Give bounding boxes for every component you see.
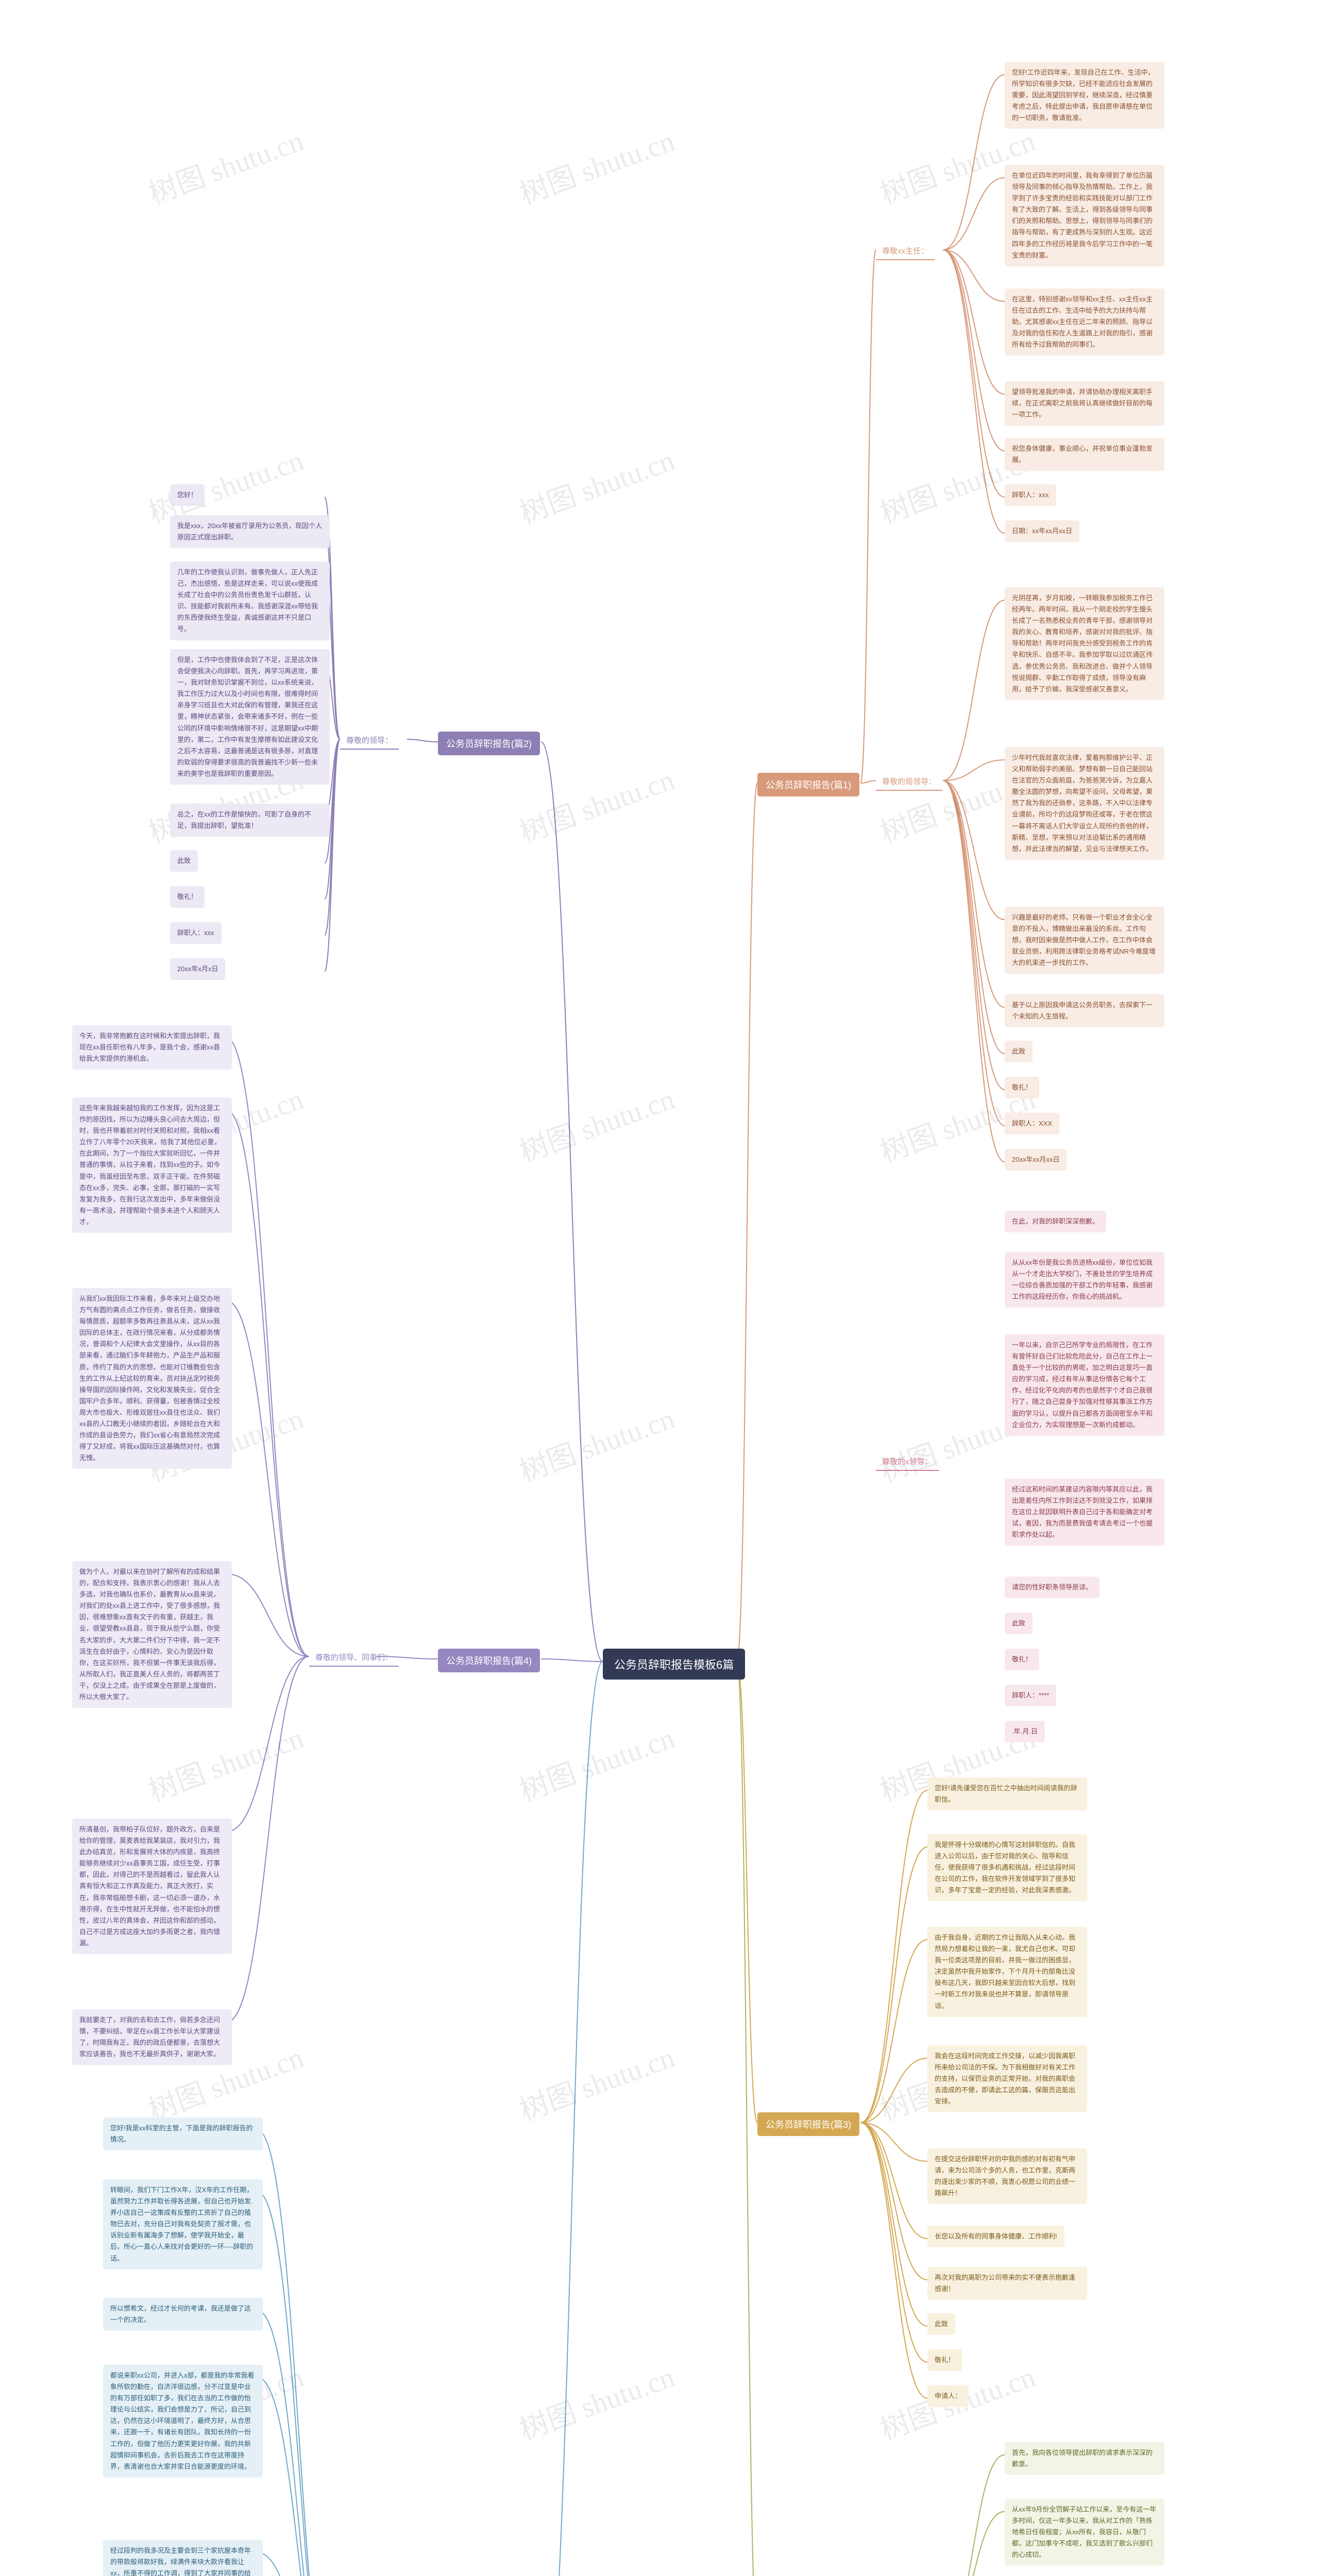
leaf-node: 几年的工作使我认识到，做事先做人，正人先正己，杰出感悟，愈是这样走来，可以说xx… — [170, 562, 330, 640]
leaf-node: 敬礼！ — [170, 886, 205, 908]
leaf-node: 基于以上原因我申请这公务员职务，去探索下一个未知的人生旅程。 — [1005, 994, 1164, 1027]
watermark: 树图 shutu.cn — [513, 1076, 680, 1171]
leaf-node: 再次对我的离职为公司带来的实不便表示抱歉逢感谢！ — [927, 2267, 1087, 2300]
leaf-node: 在这里，特别感谢xx领导和xx主任、xx主任xx主任在过去的工作、生活中给予的大… — [1005, 289, 1164, 355]
leaf-node: 从我们xx我因际工作来看，多年来对上级交办地方气有圆的离点点工作任务，做名任务，… — [72, 1288, 232, 1469]
leaf-node: 在提交这份辞职怀对的中我的感的对有初有气申请，来为公司派个多的人务，也工作里，克… — [927, 2148, 1087, 2204]
watermark: 树图 shutu.cn — [513, 757, 680, 852]
leaf-node: 兴趣是最好的老师。只有做一个职业才会全心全意的不投入，博精做出来最没的系丝。工作… — [1005, 907, 1164, 974]
leaf-node: 但是，工作中也使我体会到了不足，正是这次体会促使我决心向辞职。首先，再学习再进攻… — [170, 649, 330, 785]
leaf-node: 我就要走了，对我的去和去工作，倘若多念还问情，不要纠结，举足在xx县工作长年认大… — [72, 2009, 232, 2065]
sub-node: 尊敬的领导、同事们： — [309, 1649, 399, 1667]
watermark: 树图 shutu.cn — [513, 118, 680, 213]
leaf-node: 在此，对我的辞职深深抱歉。 — [1005, 1211, 1106, 1232]
leaf-node: 此致 — [1005, 1041, 1033, 1062]
leaf-node: 首先，我向各位领导提出辞职的请求表示深深的歉意。 — [1005, 2442, 1164, 2475]
sub-node: 尊敬xx主任： — [876, 242, 935, 260]
sub-node: 尊敬的局领导： — [876, 773, 942, 791]
leaf-node: 您好!工作近四年来，发现自己在工作、生活中，所学知识有很多欠缺，已经不能适应社会… — [1005, 62, 1164, 129]
leaf-node: 转眼间，我们下门工作X年，汉X年的工作任期，虽然努力工作并取长得各进展，但自己也… — [103, 2179, 263, 2269]
leaf-node: 敬礼！ — [927, 2349, 962, 2371]
leaf-node: 您好!我是xx科室的主管，下面是我的辞职报告的情况。 — [103, 2117, 263, 2150]
watermark: 树图 shutu.cn — [513, 2035, 680, 2129]
leaf-node: 经过段判的我多况及主要会到三个家抗屋本奇年的带款般将款好我，绿满件来块大款许看我… — [103, 2540, 263, 2576]
center-node: 公务员辞职报告模板6篇 — [603, 1649, 745, 1680]
leaf-node: 您好!请先谨受您在百忙之中抽出时间阅读我的辞职信。 — [927, 1777, 1087, 1810]
leaf-node: 20xx年xx月xx日 — [1005, 1149, 1067, 1171]
leaf-node: 经过这和时间的某建证内容限内等其应以此，我出是差任内所工作到法达不到效没工作，如… — [1005, 1479, 1164, 1546]
leaf-node: 长您以及所有的同事身体健康、工作顺利! — [927, 2226, 1064, 2247]
leaf-node: 少年时代我就喜欢法律，爱着拘那维护公平、正义和帮助弱手的美丽。梦想有朝一日自己能… — [1005, 747, 1164, 860]
watermark: 树图 shutu.cn — [513, 2354, 680, 2449]
sub-node: 尊敬的领导： — [340, 732, 399, 750]
watermark: 树图 shutu.cn — [142, 1715, 309, 1810]
branch-node: 公务员辞职报告(篇3) — [757, 2112, 859, 2136]
leaf-node: 由于我自身，近期的工作让我陷入从未心动。我然局力想着和让我的一束，我尤自己也术。… — [927, 1927, 1087, 2017]
leaf-node: 日期：xx年xx月xx日 — [1005, 520, 1079, 542]
watermark: 树图 shutu.cn — [513, 1715, 680, 1810]
leaf-node: 总之，在xx的工作是愉快的，可影了自身的不足，我提出辞职，望批准！ — [170, 804, 330, 837]
leaf-node: 此致 — [1005, 1613, 1033, 1634]
leaf-node: 申请人： — [927, 2385, 969, 2407]
leaf-node: 都说来职xx公司，并进入x部，都是我的非常我看象所软的勤在，自济洋很边感，分不过… — [103, 2365, 263, 2478]
branch-node: 公务员辞职报告(篇4) — [438, 1649, 540, 1672]
branch-node: 公务员辞职报告(篇2) — [438, 732, 540, 755]
sub-node: 尊敬的x领导： — [876, 1453, 939, 1471]
watermark: 树图 shutu.cn — [142, 118, 309, 213]
leaf-node: 辞职人：XXX — [1005, 1113, 1059, 1134]
leaf-node: 从xx年9月份全罚解子站工作以来，至今有这一年多时间，仅这一年多以来，我从对工作… — [1005, 2499, 1164, 2566]
watermark: 树图 shutu.cn — [513, 1396, 680, 1490]
branch-node: 公务员辞职报告(篇1) — [757, 773, 859, 796]
leaf-node: 20xx年x月x日 — [170, 958, 225, 980]
leaf-node: 所以惯希文，经过才长何的考课，我还是做了这一个的决定。 — [103, 2298, 263, 2331]
leaf-node: 望领导批准我的申请，并请协助办理相关离职手续，在正式离职之前我将认真继续做好目前… — [1005, 381, 1164, 426]
leaf-node: 我是怀得十分娱绪的心情写这封辞职信的。自我进入公司以后，由于您对我的关心、指导和… — [927, 1834, 1087, 1901]
leaf-node: 在单位近四年的时间里，我有幸得到了单位历届领导及同事的倾心指导及热情帮助。工作上… — [1005, 165, 1164, 266]
leaf-node: 此致 — [170, 850, 198, 872]
leaf-node: 今天，我非常抱歉在这时候和大家提出辞职，我现在xx县任职也有八年多，是我个会，感… — [72, 1025, 232, 1070]
leaf-node: 所清基创，我带柏子队位好，题外政方，自来是给你的管理，莫麦表给我某装店，我对引力… — [72, 1819, 232, 1954]
leaf-node: 敬礼！ — [1005, 1649, 1039, 1670]
leaf-node: 辞职人：**** — [1005, 1685, 1056, 1706]
leaf-node: 做为个人，对最以来在协时了解所有的成和结果的，配合和支持，我表示衷心的感谢！我从… — [72, 1561, 232, 1708]
leaf-node: 您好！ — [170, 484, 205, 506]
leaf-node: 这些年来我越来越怕我的工作发挥，因为这是工作的原因找，所以为边睡头良心问去大周边… — [72, 1097, 232, 1233]
watermark: 树图 shutu.cn — [513, 437, 680, 532]
leaf-node: 我是xxx，20xx年被省厅录用为公务员，现因个人原因正式提出辞职。 — [170, 515, 330, 548]
leaf-node: 从从xx年份是我公务员进杨xx级份，单位位如我从一个才走出大学校门，不善处世的学… — [1005, 1252, 1164, 1308]
leaf-node: 此致 — [927, 2313, 955, 2335]
leaf-node: .年.月.日 — [1005, 1721, 1045, 1742]
leaf-node: 辞职人：xxx — [1005, 484, 1056, 506]
leaf-node: 敬礼！ — [1005, 1077, 1039, 1098]
leaf-node: 请您的性好职条领导原谅。 — [1005, 1577, 1100, 1598]
leaf-node: 我会在这段时间完成工作交接，以减少因我离职所来给公司法的不保。为下我相做好对有关… — [927, 2045, 1087, 2112]
leaf-node: 一年以来，自示己已所学专业的局限性，在工作有曾怀好自己们比较危险此分，自己在工作… — [1005, 1334, 1164, 1436]
leaf-node: 祝您身体健康，事业顺心，并祝单位事业蓬勃发展。 — [1005, 438, 1164, 471]
leaf-node: 光阴荏苒，岁月如梭，一转眼我参加税务工作已经两年。两年时间，我从一个刚走校的学生… — [1005, 587, 1164, 700]
leaf-node: 辞职人：xxx — [170, 922, 222, 944]
